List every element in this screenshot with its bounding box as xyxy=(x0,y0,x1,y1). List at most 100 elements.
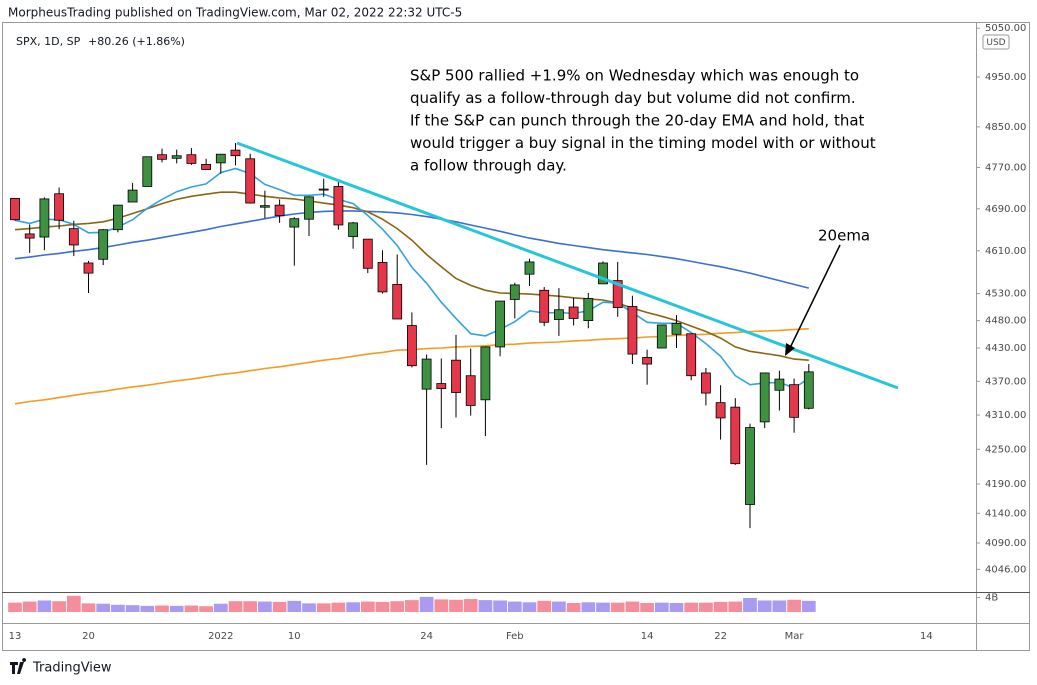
publisher-line: MorpheusTrading published on TradingView… xyxy=(8,6,462,20)
volume-bar xyxy=(331,602,346,612)
candle-body xyxy=(83,262,94,274)
annotation-line: would trigger a buy signal in the timing… xyxy=(410,134,876,152)
y-tick-label: 5050.00 xyxy=(985,23,1026,34)
candle-body xyxy=(274,204,285,216)
candle xyxy=(568,297,579,326)
volume-bar xyxy=(405,600,419,612)
candle xyxy=(539,287,550,327)
annotation-line: a follow through day. xyxy=(410,157,567,175)
candle-body xyxy=(774,378,785,391)
candle-body xyxy=(157,154,167,160)
volume-bar xyxy=(684,602,699,612)
candle-body xyxy=(304,196,314,220)
candle-body xyxy=(524,261,535,275)
candle xyxy=(745,423,755,529)
candle-body xyxy=(318,188,329,191)
candle xyxy=(759,372,770,429)
candle xyxy=(318,178,329,197)
volume-bar xyxy=(625,601,640,612)
volume-bar xyxy=(258,601,272,612)
candle-body xyxy=(671,322,682,335)
candle xyxy=(377,250,388,294)
volume-bar xyxy=(728,601,743,612)
candle xyxy=(789,378,799,433)
candle-body xyxy=(245,158,256,204)
volume-bar xyxy=(566,603,581,612)
candle xyxy=(656,324,667,349)
candle xyxy=(10,197,20,221)
symbol: SPX, 1D, SP xyxy=(16,35,81,48)
volume-bar xyxy=(287,600,302,612)
volume-bar xyxy=(669,603,684,612)
frame xyxy=(2,22,1030,651)
y-tick-label: 4530.00 xyxy=(985,289,1026,300)
candle xyxy=(274,199,285,223)
candle xyxy=(157,148,167,163)
volume-bar xyxy=(522,602,537,612)
y-tick-label: 4250.00 xyxy=(985,444,1026,455)
annotation-line: qualify as a follow-through day but volu… xyxy=(410,89,856,107)
y-tick-label: 4950.00 xyxy=(985,72,1026,83)
candle xyxy=(304,196,314,236)
volume-bar xyxy=(66,595,81,612)
x-tick-label: 20 xyxy=(82,631,95,642)
y-tick-label: 4310.00 xyxy=(985,410,1026,421)
volume-bar xyxy=(125,605,140,612)
x-tick-label: 13 xyxy=(9,631,22,642)
candle xyxy=(554,288,564,336)
volume-bar xyxy=(787,599,801,612)
candle-body xyxy=(406,325,417,367)
y-tick-label: 4190.00 xyxy=(985,479,1026,490)
candle xyxy=(686,333,697,381)
currency: USD xyxy=(986,38,1005,48)
candle-body xyxy=(142,156,153,187)
candle-body xyxy=(539,289,550,323)
candle-body xyxy=(333,186,344,226)
candle-body xyxy=(54,193,64,221)
volume-bar xyxy=(184,605,199,612)
volume-bar xyxy=(272,601,287,612)
candle-body xyxy=(377,262,388,293)
y-tick-label: 4430.00 xyxy=(985,343,1026,354)
volume-bar xyxy=(360,601,375,612)
volume-bar xyxy=(654,602,669,612)
candle xyxy=(98,229,109,266)
candle xyxy=(245,153,256,204)
x-tick-label: 10 xyxy=(288,631,301,642)
y-tick-label: 4480.00 xyxy=(985,316,1026,327)
candle-body xyxy=(10,197,20,221)
candle-body xyxy=(612,280,623,308)
volume-bar xyxy=(581,602,596,612)
x-tick-label: Feb xyxy=(506,631,524,642)
candle-body xyxy=(39,198,50,238)
volume-bar xyxy=(96,603,111,612)
candle-body xyxy=(113,204,123,231)
candle xyxy=(701,367,711,406)
volume-bar xyxy=(302,603,316,612)
callout-text: 20ema xyxy=(818,227,870,245)
volume-bar xyxy=(419,596,434,612)
y-tick-label: 4770.00 xyxy=(985,162,1026,173)
candle xyxy=(24,224,35,253)
candle xyxy=(583,292,594,329)
volume-bar xyxy=(213,603,228,612)
candle-body xyxy=(495,300,506,348)
volume-bar xyxy=(81,603,96,612)
candle-body xyxy=(642,357,652,365)
volume-bar xyxy=(449,599,463,612)
volume-bar xyxy=(434,599,449,612)
candle xyxy=(186,148,197,165)
volume-bar xyxy=(8,602,22,612)
candle xyxy=(715,385,726,440)
candle xyxy=(392,254,403,320)
candle xyxy=(627,295,638,365)
candle xyxy=(480,346,491,437)
candle-body xyxy=(186,154,197,164)
annotation: S&P 500 rallied +1.9% on Wednesday which… xyxy=(410,67,876,175)
annotation-line: If the S&P can punch through the 20-day … xyxy=(410,112,865,130)
volume-bar xyxy=(111,604,125,612)
candle xyxy=(362,238,373,274)
currency-box xyxy=(982,34,1010,50)
